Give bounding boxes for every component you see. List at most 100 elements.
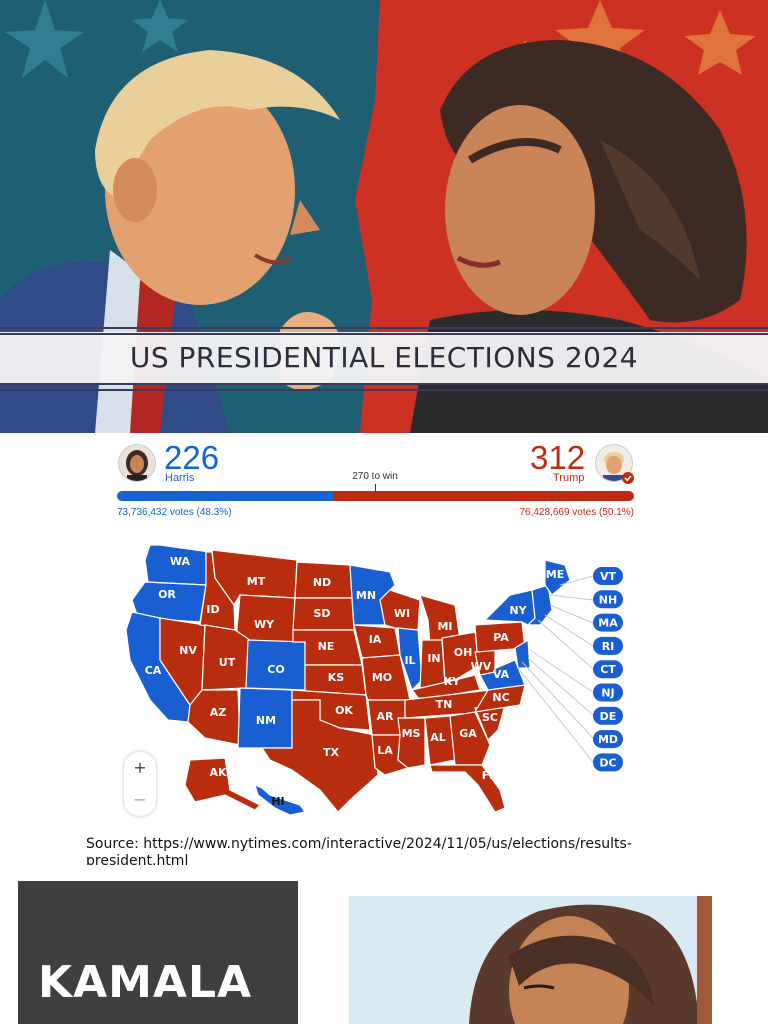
state-ms[interactable] <box>397 717 426 769</box>
label-pa: PA <box>493 631 509 644</box>
label-nc: NC <box>492 691 509 704</box>
label-fl: FL <box>482 769 497 782</box>
pill-nh[interactable]: NH <box>593 590 623 609</box>
label-il: IL <box>404 654 415 667</box>
label-al: AL <box>430 731 446 744</box>
label-tx: TX <box>323 746 340 759</box>
label-or: OR <box>158 588 176 601</box>
harris-popular-votes: 73,736,432 votes (48.3%) <box>117 507 232 518</box>
us-electoral-map[interactable]: WA OR CA NV ID MT WY UT AZ CO NM ND SD N… <box>118 535 638 820</box>
label-az: AZ <box>210 706 227 719</box>
label-ne: NE <box>318 640 335 653</box>
label-nv: NV <box>179 644 197 657</box>
label-mn: MN <box>356 589 376 602</box>
kamala-heading: KAMALA <box>38 957 253 1008</box>
banner-rule <box>0 383 768 385</box>
pill-nj[interactable]: NJ <box>593 683 623 702</box>
harris-progress-bar <box>117 491 334 501</box>
label-mt: MT <box>247 575 266 588</box>
zoom-out-button[interactable]: − <box>133 790 147 809</box>
trump-electoral-count: 312 <box>530 439 586 476</box>
state-in[interactable] <box>419 639 446 691</box>
pill-label-vt: VT <box>600 570 617 583</box>
label-wv: WV <box>471 660 492 673</box>
label-wa: WA <box>170 555 191 568</box>
label-ga: GA <box>459 727 477 740</box>
pill-label-dc: DC <box>599 756 616 769</box>
banner-rule <box>0 327 768 329</box>
pill-ma[interactable]: MA <box>593 613 623 632</box>
pill-label-nh: NH <box>599 593 617 606</box>
winner-check-icon <box>622 472 634 484</box>
label-ia: IA <box>369 633 382 646</box>
state-tx[interactable] <box>260 699 379 813</box>
label-ok: OK <box>335 704 353 717</box>
pill-de[interactable]: DE <box>593 706 623 725</box>
threshold-label: 270 to win <box>352 471 398 482</box>
label-tn: TN <box>436 698 453 711</box>
banner-title-strip <box>0 332 768 384</box>
trump-label: Trump <box>553 472 585 484</box>
label-co: CO <box>267 663 284 676</box>
pill-label-ct: CT <box>600 663 616 676</box>
pill-md[interactable]: MD <box>593 730 623 749</box>
state-oh[interactable] <box>441 631 481 681</box>
state-il[interactable] <box>397 627 423 692</box>
pill-dc[interactable]: DC <box>593 753 623 772</box>
label-nm: NM <box>256 714 276 727</box>
pill-label-de: DE <box>600 710 617 723</box>
state-wi[interactable] <box>379 589 421 631</box>
map-zoom-control: + − <box>124 752 156 816</box>
pill-vt[interactable]: VT <box>593 567 623 585</box>
kamala-panel: KAMALA <box>18 881 298 1024</box>
pill-ct[interactable]: CT <box>593 660 623 679</box>
label-ny: NY <box>509 604 527 617</box>
pill-label-ma: MA <box>598 617 618 630</box>
label-ms: MS <box>402 727 421 740</box>
state-ga[interactable] <box>449 711 491 766</box>
label-wy: WY <box>254 618 275 631</box>
label-ut: UT <box>219 656 236 669</box>
source-citation: Source: https://www.nytimes.com/interact… <box>86 836 632 865</box>
label-mi: MI <box>437 620 452 633</box>
state-labels: WA OR CA NV ID MT WY UT AZ CO NM ND SD N… <box>145 555 565 808</box>
label-va: VA <box>493 668 510 681</box>
trump-popular-votes: 76,428,669 votes (50.1%) <box>519 507 634 518</box>
state-az[interactable] <box>187 689 241 746</box>
banner-rule <box>0 389 768 391</box>
state-nj-de-md[interactable] <box>514 638 531 669</box>
label-ak: AK <box>209 766 227 779</box>
state-hi[interactable] <box>254 783 307 816</box>
harris-portrait <box>349 896 712 1024</box>
trump-progress-bar <box>334 491 634 501</box>
pill-ri[interactable]: RI <box>593 636 623 655</box>
label-id: ID <box>206 603 219 616</box>
harris-label: Harris <box>165 472 195 484</box>
label-ks: KS <box>328 671 345 684</box>
label-la: LA <box>377 744 393 757</box>
label-ar: AR <box>377 710 395 723</box>
state-fl[interactable] <box>429 764 506 813</box>
label-mo: MO <box>372 671 392 684</box>
zoom-in-button[interactable]: + <box>133 758 147 777</box>
pill-label-md: MD <box>598 733 618 746</box>
label-nd: ND <box>313 576 331 589</box>
banner-illustration: US PRESIDENTIAL ELECTIONS 2024 <box>0 0 768 433</box>
state-ak[interactable] <box>184 757 262 811</box>
label-oh: OH <box>454 646 473 659</box>
banner-rule <box>0 333 768 335</box>
label-wi: WI <box>394 607 410 620</box>
pill-label-ri: RI <box>602 640 615 653</box>
label-sc: SC <box>482 711 498 724</box>
label-ky: KY <box>444 675 462 688</box>
label-ca: CA <box>145 664 162 677</box>
label-in: IN <box>427 652 440 665</box>
label-hi: HI <box>271 795 284 808</box>
label-me: ME <box>546 568 564 581</box>
harris-electoral-count: 226 <box>164 439 220 476</box>
banner-title: US PRESIDENTIAL ELECTIONS 2024 <box>129 341 639 374</box>
label-sd: SD <box>313 607 330 620</box>
state-me[interactable] <box>544 559 571 596</box>
small-state-pills[interactable]: VT NH MA RI CT NJ DE MD DC <box>593 567 623 772</box>
state-va[interactable] <box>479 659 526 691</box>
